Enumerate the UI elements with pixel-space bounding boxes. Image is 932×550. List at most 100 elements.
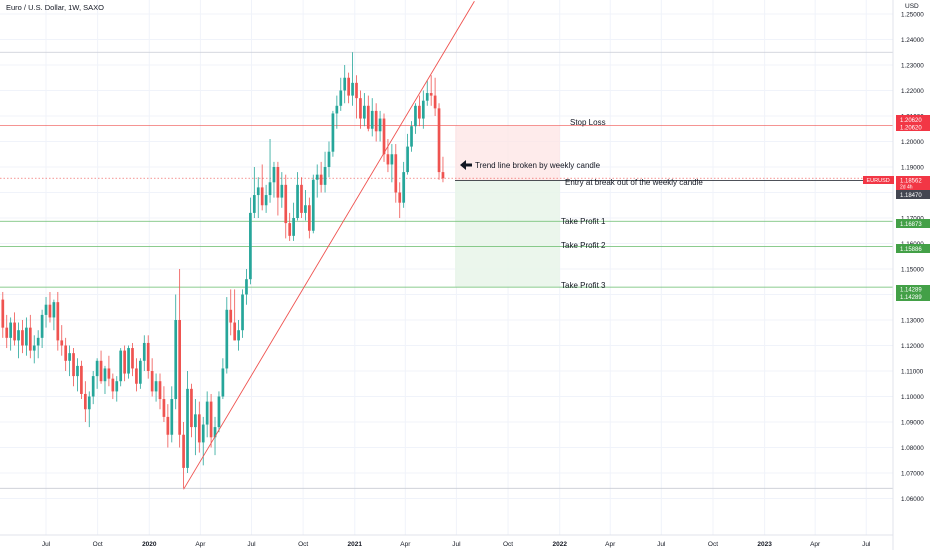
candle-body: [284, 184, 288, 224]
time-tick-label: Jul: [862, 541, 871, 548]
candle-body: [311, 179, 315, 231]
candle-body: [170, 399, 174, 435]
candle-body: [359, 98, 362, 119]
price-tick-label: 1.06000: [901, 496, 924, 503]
candle-body: [91, 376, 95, 397]
time-tick-label: 2021: [348, 541, 363, 548]
price-tick-label: 1.09000: [901, 420, 924, 427]
candle-body: [425, 93, 429, 101]
price-tick-label: 1.10000: [901, 394, 924, 401]
last-price-tag: 1.18562 2d 4h: [896, 176, 930, 191]
price-tick-label: 1.12000: [901, 343, 924, 350]
candle-body: [25, 327, 28, 346]
svg-text:1.18562: 1.18562: [900, 179, 922, 185]
candle-body: [64, 345, 68, 361]
candle-body: [304, 205, 307, 213]
price-tick-label: 1.13000: [901, 318, 924, 325]
svg-text:1.16873: 1.16873: [900, 222, 922, 228]
candle-body: [374, 110, 378, 132]
candle-body: [201, 424, 205, 443]
candle-body: [13, 322, 16, 341]
grid: [0, 0, 893, 535]
risk-reward-zones: [455, 125, 560, 288]
candle-body: [406, 146, 409, 173]
time-tick-label: Oct: [298, 541, 308, 548]
candles[interactable]: [1, 52, 445, 489]
candle-body: [123, 350, 126, 374]
time-tick-label: Jul: [42, 541, 51, 548]
candle-body: [272, 167, 276, 183]
svg-text:1.14289: 1.14289: [900, 295, 922, 301]
candle-body: [437, 108, 441, 173]
tp1-label: Take Profit 1: [561, 217, 606, 226]
candle-body: [107, 368, 111, 379]
candle-body: [186, 388, 189, 468]
candle-body: [44, 304, 48, 315]
candle-body: [178, 320, 181, 435]
candle-body: [221, 368, 225, 397]
svg-text:EURUSD: EURUSD: [867, 178, 890, 184]
candle-body: [213, 427, 217, 438]
price-tick-label: 1.25000: [901, 12, 924, 19]
svg-text:1.15886: 1.15886: [900, 247, 922, 253]
candle-body: [249, 212, 252, 280]
candle-body: [366, 105, 370, 129]
candle-body: [410, 126, 413, 147]
candle-body: [209, 401, 213, 438]
candle-body: [1, 299, 5, 328]
candle-body: [378, 118, 382, 132]
candle-body: [111, 378, 115, 392]
time-tick-label: Jul: [657, 541, 666, 548]
candle-body: [252, 195, 256, 213]
price-tick-label: 1.24000: [901, 37, 924, 44]
candle-body: [229, 309, 233, 323]
candle-body: [418, 105, 421, 119]
price-tick-label: 1.19000: [901, 165, 924, 172]
price-scale[interactable]: [893, 0, 932, 550]
svg-text:1.20620: 1.20620: [900, 126, 922, 132]
currency-label: USD: [905, 3, 919, 10]
candle-body: [166, 416, 170, 435]
candle-body: [394, 154, 398, 193]
candle-body: [36, 337, 40, 346]
candle-body: [17, 330, 20, 341]
candle-body: [276, 167, 280, 198]
stop-loss-tag: 1.20620 1.20620: [896, 115, 930, 132]
candle-body: [68, 353, 71, 361]
tp2-label: Take Profit 2: [561, 241, 606, 250]
candle-body: [260, 187, 264, 206]
trend-line[interactable]: [183, 1, 475, 490]
candle-body: [182, 434, 185, 468]
price-tick-label: 1.15000: [901, 267, 924, 274]
candle-body: [225, 309, 229, 369]
candle-body: [197, 414, 201, 443]
candle-body: [386, 154, 390, 165]
candle-body: [347, 77, 350, 96]
svg-text:1.20620: 1.20620: [900, 118, 922, 124]
candle-body: [103, 368, 107, 382]
candle-body: [288, 223, 292, 236]
time-tick-label: Jul: [247, 541, 256, 548]
time-tick-label: Apr: [400, 541, 411, 548]
time-tick-label: 2023: [757, 541, 772, 548]
candle-body: [268, 182, 272, 196]
candle-body: [135, 368, 138, 384]
candle-body: [414, 105, 417, 127]
svg-text:1.18470: 1.18470: [900, 193, 922, 199]
time-tick-label: 2020: [142, 541, 157, 548]
time-tick-label: Apr: [810, 541, 821, 548]
candle-body: [319, 174, 323, 185]
candle-body: [355, 82, 358, 99]
time-tick-label: Apr: [195, 541, 206, 548]
candle-body: [72, 353, 75, 377]
candle-body: [154, 381, 158, 392]
candle-body: [56, 302, 60, 341]
profit-zone: [455, 180, 560, 288]
time-tick-label: Jul: [452, 541, 461, 548]
candle-body: [76, 365, 79, 377]
candle-body: [331, 113, 335, 152]
candle-body: [323, 167, 327, 185]
candle-body: [139, 360, 142, 384]
